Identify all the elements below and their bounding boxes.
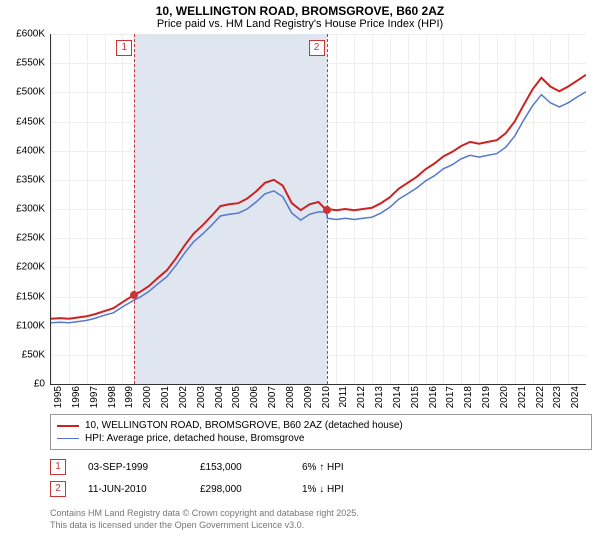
x-axis-label: 2018 [463, 386, 474, 408]
attribution: Contains HM Land Registry data © Crown c… [50, 508, 592, 531]
event-table: 1 03-SEP-1999 £153,000 6% ↑ HPI 2 11-JUN… [50, 456, 592, 500]
event-date: 11-JUN-2010 [88, 484, 178, 495]
legend-label: 10, WELLINGTON ROAD, BROMSGROVE, B60 2AZ… [85, 420, 403, 431]
x-axis-label: 2012 [356, 386, 367, 408]
y-axis-label: £450K [16, 116, 45, 127]
y-axis-label: £250K [16, 233, 45, 244]
y-axis-label: £150K [16, 291, 45, 302]
x-axis-label: 2003 [196, 386, 207, 408]
marker-dot-icon [130, 291, 138, 299]
legend-item-hpi: HPI: Average price, detached house, Brom… [57, 432, 585, 445]
x-axis-label: 2020 [499, 386, 510, 408]
marker-box-icon: 1 [116, 40, 132, 56]
x-axis-label: 2015 [410, 386, 421, 408]
series-price_paid [51, 75, 586, 319]
legend-swatch-icon [57, 425, 79, 427]
x-axis-label: 2014 [392, 386, 403, 408]
x-axis-label: 2022 [535, 386, 546, 408]
x-axis-label: 2002 [178, 386, 189, 408]
x-axis-label: 2006 [249, 386, 260, 408]
event-price: £153,000 [200, 462, 280, 473]
attribution-line: Contains HM Land Registry data © Crown c… [50, 508, 592, 520]
y-axis-label: £0 [34, 379, 45, 390]
x-axis-label: 2019 [481, 386, 492, 408]
y-axis-label: £500K [16, 87, 45, 98]
x-axis-label: 2009 [303, 386, 314, 408]
event-date: 03-SEP-1999 [88, 462, 178, 473]
marker-line [134, 34, 135, 384]
x-axis-label: 1995 [53, 386, 64, 408]
y-axis-label: £550K [16, 58, 45, 69]
x-axis-label: 2000 [142, 386, 153, 408]
event-row: 2 11-JUN-2010 £298,000 1% ↓ HPI [50, 478, 592, 500]
legend-label: HPI: Average price, detached house, Brom… [85, 433, 304, 444]
x-axis-label: 1997 [89, 386, 100, 408]
attribution-line: This data is licensed under the Open Gov… [50, 520, 592, 532]
x-axis-label: 2011 [338, 386, 349, 408]
x-axis-label: 2005 [231, 386, 242, 408]
plot-region: 12 [50, 34, 586, 385]
y-axis-label: £100K [16, 320, 45, 331]
y-axis-label: £200K [16, 262, 45, 273]
x-axis-label: 2010 [321, 386, 332, 408]
x-axis-label: 1999 [124, 386, 135, 408]
marker-box-icon: 2 [309, 40, 325, 56]
series-hpi [51, 92, 586, 323]
chart-container: 10, WELLINGTON ROAD, BROMSGROVE, B60 2AZ… [0, 0, 600, 560]
event-marker-icon: 2 [50, 481, 66, 497]
event-price: £298,000 [200, 484, 280, 495]
y-axis-label: £600K [16, 29, 45, 40]
event-marker-icon: 1 [50, 459, 66, 475]
x-axis-label: 2024 [570, 386, 581, 408]
legend: 10, WELLINGTON ROAD, BROMSGROVE, B60 2AZ… [50, 414, 592, 450]
y-axis-label: £400K [16, 145, 45, 156]
legend-item-price-paid: 10, WELLINGTON ROAD, BROMSGROVE, B60 2AZ… [57, 419, 585, 432]
chart-subtitle: Price paid vs. HM Land Registry's House … [0, 18, 600, 34]
y-axis-label: £300K [16, 204, 45, 215]
x-axis-label: 2013 [374, 386, 385, 408]
x-axis-label: 2001 [160, 386, 171, 408]
x-axis-label: 2004 [214, 386, 225, 408]
y-axis-label: £350K [16, 174, 45, 185]
chart-title: 10, WELLINGTON ROAD, BROMSGROVE, B60 2AZ [0, 0, 600, 18]
x-axis-label: 2016 [428, 386, 439, 408]
x-axis-label: 2007 [267, 386, 278, 408]
x-axis-label: 2017 [445, 386, 456, 408]
x-axis-label: 2023 [552, 386, 563, 408]
x-axis-label: 1998 [107, 386, 118, 408]
marker-dot-icon [323, 206, 331, 214]
y-axis-label: £50K [22, 349, 45, 360]
chart-area: 12 £0£50K£100K£150K£200K£250K£300K£350K£… [50, 34, 585, 404]
x-axis-label: 2008 [285, 386, 296, 408]
x-axis-label: 1996 [71, 386, 82, 408]
event-change: 1% ↓ HPI [302, 484, 392, 495]
x-axis-label: 2021 [517, 386, 528, 408]
event-row: 1 03-SEP-1999 £153,000 6% ↑ HPI [50, 456, 592, 478]
legend-swatch-icon [57, 438, 79, 439]
event-change: 6% ↑ HPI [302, 462, 392, 473]
